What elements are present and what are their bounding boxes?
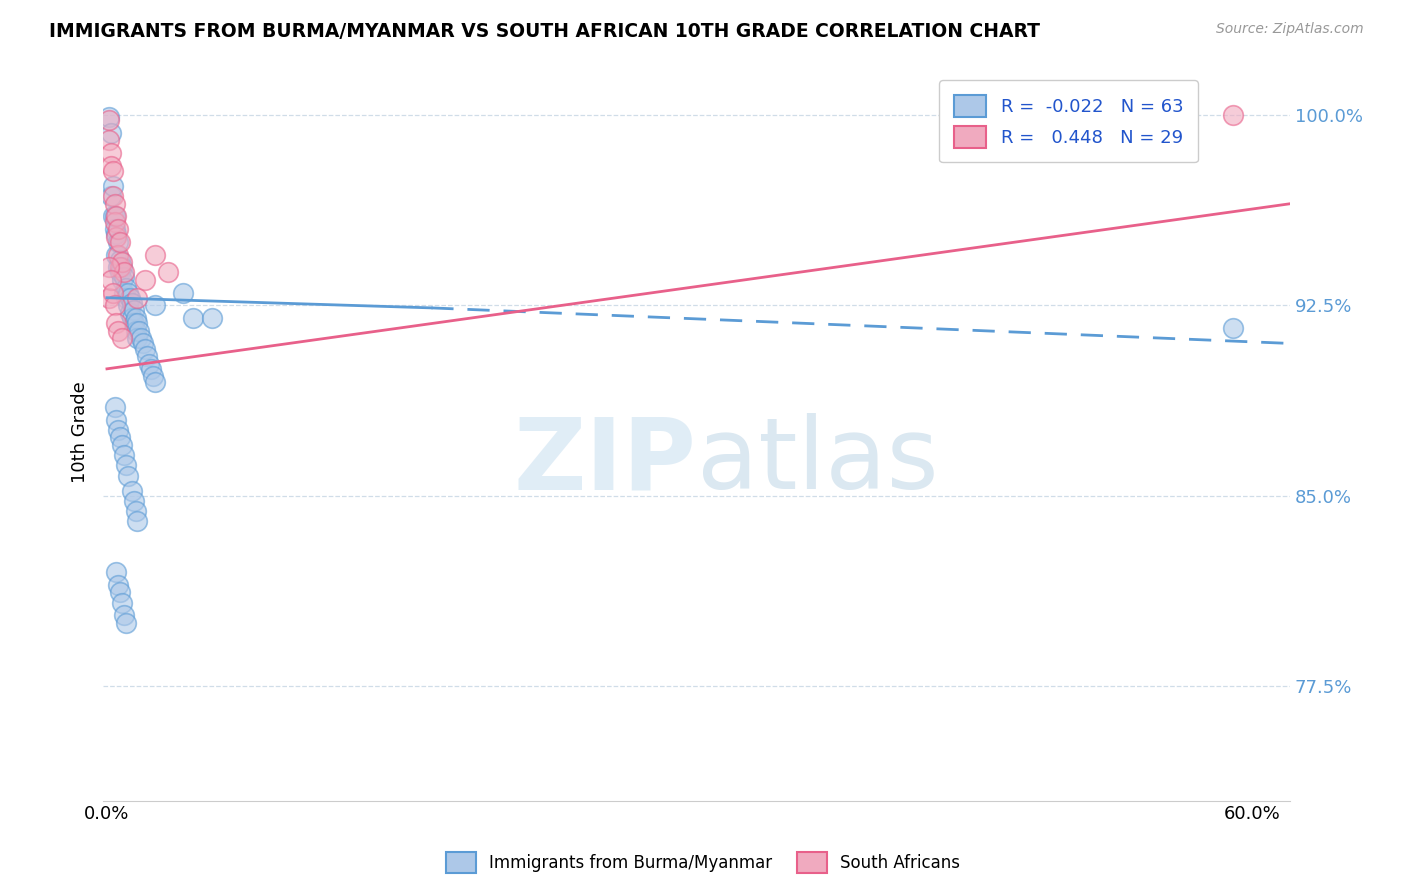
Point: [100, 159, 122, 173]
Point: [139, 362, 162, 376]
Point: [103, 298, 125, 312]
Point: [97, 291, 120, 305]
Point: [103, 196, 125, 211]
Point: [100, 273, 122, 287]
Point: [105, 565, 128, 579]
Point: [103, 214, 125, 228]
Point: [111, 255, 134, 269]
Point: [122, 494, 145, 508]
Point: [97, 260, 120, 275]
Point: [97, 111, 120, 125]
Text: ZIP: ZIP: [513, 413, 696, 510]
Point: [118, 291, 141, 305]
Point: [127, 316, 149, 330]
Point: [110, 252, 132, 267]
Point: [1222, 321, 1244, 335]
Point: [107, 324, 129, 338]
Point: [127, 331, 149, 345]
Point: [107, 423, 129, 437]
Point: [111, 273, 134, 287]
Point: [111, 438, 134, 452]
Point: [97, 112, 120, 127]
Point: [115, 291, 138, 305]
Text: IMMIGRANTS FROM BURMA/MYANMAR VS SOUTH AFRICAN 10TH GRADE CORRELATION CHART: IMMIGRANTS FROM BURMA/MYANMAR VS SOUTH A…: [49, 22, 1040, 41]
Point: [124, 504, 146, 518]
Point: [172, 285, 194, 300]
Point: [110, 265, 132, 279]
Point: [117, 468, 139, 483]
Point: [110, 585, 132, 599]
Point: [122, 303, 145, 318]
Point: [121, 483, 143, 498]
Point: [112, 270, 135, 285]
Point: [138, 357, 160, 371]
Point: [132, 336, 155, 351]
Point: [143, 247, 166, 261]
Point: [127, 514, 149, 528]
Point: [100, 126, 122, 140]
Point: [101, 210, 124, 224]
Point: [134, 342, 156, 356]
Point: [105, 229, 128, 244]
Point: [1222, 108, 1244, 122]
Legend: Immigrants from Burma/Myanmar, South Africans: Immigrants from Burma/Myanmar, South Afr…: [439, 846, 967, 880]
Point: [181, 311, 204, 326]
Point: [115, 458, 138, 473]
Point: [103, 400, 125, 414]
Text: Source: ZipAtlas.com: Source: ZipAtlas.com: [1216, 22, 1364, 37]
Point: [110, 430, 132, 444]
Point: [112, 608, 135, 623]
Point: [124, 324, 146, 338]
Point: [136, 349, 159, 363]
Point: [111, 595, 134, 609]
Point: [128, 324, 150, 338]
Point: [127, 291, 149, 305]
Point: [115, 280, 138, 294]
Point: [103, 222, 125, 236]
Point: [115, 615, 138, 630]
Point: [110, 235, 132, 249]
Legend: R =  -0.022   N = 63, R =   0.448   N = 29: R = -0.022 N = 63, R = 0.448 N = 29: [939, 80, 1198, 162]
Point: [143, 298, 166, 312]
Point: [156, 265, 179, 279]
Point: [107, 578, 129, 592]
Point: [107, 235, 129, 249]
Point: [112, 448, 135, 462]
Point: [103, 210, 125, 224]
Point: [118, 306, 141, 320]
Point: [101, 189, 124, 203]
Point: [134, 273, 156, 287]
Point: [105, 247, 128, 261]
Point: [105, 227, 128, 242]
Point: [143, 375, 166, 389]
Point: [122, 316, 145, 330]
Point: [121, 311, 143, 326]
Y-axis label: 10th Grade: 10th Grade: [72, 382, 89, 483]
Point: [107, 260, 129, 275]
Point: [105, 316, 128, 330]
Point: [112, 265, 135, 279]
Point: [105, 210, 128, 224]
Point: [124, 311, 146, 326]
Point: [100, 189, 122, 203]
Point: [121, 295, 143, 310]
Point: [101, 178, 124, 193]
Point: [101, 285, 124, 300]
Point: [142, 369, 165, 384]
Point: [105, 412, 128, 426]
Point: [201, 311, 224, 326]
Point: [111, 331, 134, 345]
Point: [112, 285, 135, 300]
Point: [111, 260, 134, 275]
Point: [107, 247, 129, 261]
Point: [129, 331, 152, 345]
Point: [101, 163, 124, 178]
Text: atlas: atlas: [696, 413, 938, 510]
Point: [117, 285, 139, 300]
Point: [100, 145, 122, 160]
Point: [117, 298, 139, 312]
Point: [110, 260, 132, 275]
Point: [97, 133, 120, 147]
Point: [107, 222, 129, 236]
